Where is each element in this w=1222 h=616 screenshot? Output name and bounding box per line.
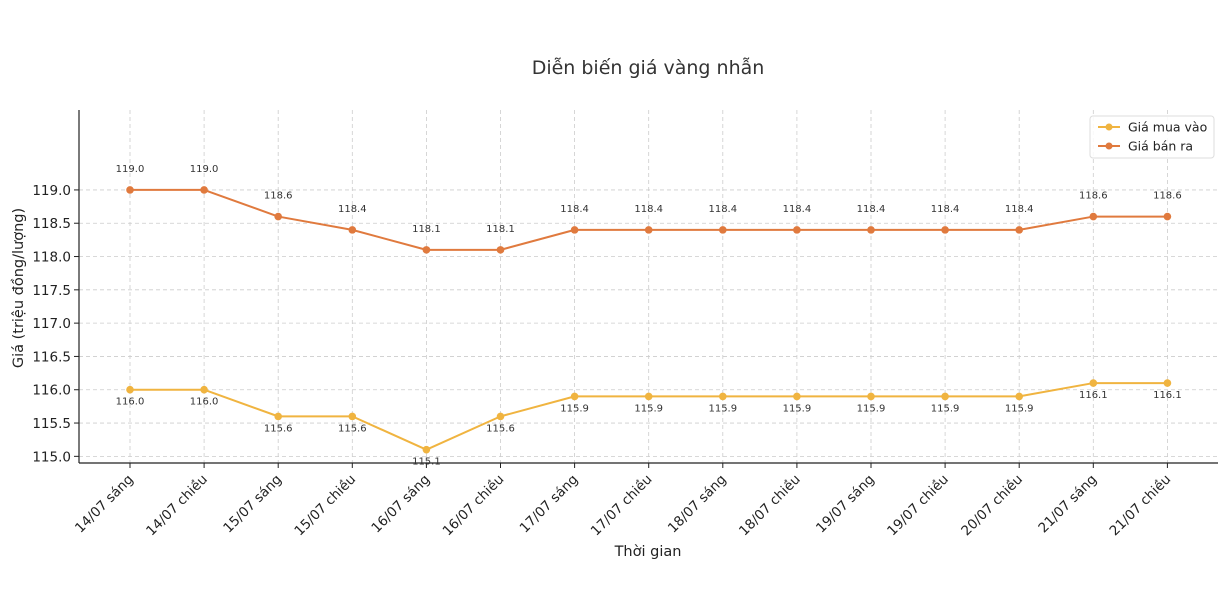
data-label: 115.6: [486, 423, 515, 434]
y-tick-label: 115.5: [32, 416, 71, 432]
data-point: [1089, 379, 1098, 387]
data-label: 118.4: [783, 204, 812, 215]
data-label: 115.9: [1005, 403, 1034, 414]
series-layer: [126, 186, 1172, 454]
data-point: [274, 212, 283, 221]
data-label: 119.0: [116, 164, 145, 175]
legend: Giá mua vào Giá bán ra: [1089, 115, 1215, 159]
data-label: 118.6: [1079, 191, 1108, 202]
data-label: 119.0: [190, 164, 219, 175]
legend-box: [1089, 115, 1215, 159]
data-label: 118.6: [1153, 191, 1182, 202]
y-tick-label: 116.0: [32, 383, 71, 399]
data-label: 118.1: [486, 224, 515, 235]
data-label: 118.4: [560, 204, 589, 215]
data-point: [496, 246, 505, 254]
data-label: 118.4: [708, 204, 737, 215]
data-point: [1163, 379, 1172, 387]
data-point: [570, 392, 579, 401]
data-point: [126, 385, 134, 394]
data-label: 115.6: [338, 423, 367, 434]
data-label: 115.9: [931, 403, 960, 414]
data-point: [422, 246, 431, 254]
data-label: 118.1: [412, 224, 441, 235]
y-tick-label: 116.5: [32, 349, 71, 365]
data-label: 118.4: [857, 204, 886, 215]
data-point: [570, 226, 579, 234]
data-label: 118.4: [634, 204, 663, 215]
data-label: 115.9: [783, 403, 812, 414]
data-point: [496, 412, 505, 421]
y-tick-label: 118.5: [32, 216, 71, 232]
y-tick-label: 117.5: [32, 283, 71, 299]
legend-marker: [1105, 142, 1113, 150]
data-label: 115.9: [560, 403, 589, 414]
y-tick-label: 118.0: [32, 250, 71, 266]
y-axis-label: Giá (triệu đồng/lượng): [10, 208, 27, 368]
data-point: [1015, 226, 1023, 234]
data-label: 115.9: [634, 403, 663, 414]
data-point: [941, 226, 949, 234]
data-point: [348, 226, 357, 234]
data-point: [941, 392, 949, 401]
data-label: 118.4: [931, 204, 960, 215]
data-label: 116.0: [190, 397, 219, 408]
data-labels: 116.0 116.0 115.6 115.6 115.1 115.6 115.9 115.9…: [116, 164, 1182, 468]
data-point: [644, 392, 653, 401]
data-label: 118.4: [338, 204, 367, 215]
data-label: 118.4: [1005, 204, 1034, 215]
data-label: 115.1: [412, 457, 441, 468]
grid: [79, 110, 1218, 463]
y-tick-label: 115.0: [32, 449, 71, 465]
legend-marker: [1105, 123, 1113, 131]
data-point: [1163, 212, 1172, 221]
legend-label: Giá bán ra: [1128, 139, 1193, 154]
data-label: 116.1: [1153, 390, 1182, 401]
data-point: [200, 385, 208, 394]
chart-title: Diễn biến giá vàng nhẫn: [532, 56, 765, 79]
y-tick-label: 119.0: [32, 183, 71, 199]
data-label: 115.6: [264, 423, 293, 434]
data-label: 115.9: [708, 403, 737, 414]
data-point: [719, 392, 727, 401]
data-point: [719, 226, 727, 234]
data-label: 115.9: [857, 403, 886, 414]
data-point: [1089, 212, 1098, 221]
data-point: [126, 186, 134, 194]
legend-label: Giá mua vào: [1128, 120, 1207, 135]
data-label: 116.1: [1079, 390, 1108, 401]
data-point: [793, 226, 801, 234]
data-point: [867, 392, 875, 401]
data-point: [793, 392, 801, 401]
data-point: [1015, 392, 1023, 401]
data-label: 118.6: [264, 191, 293, 202]
x-axis-label: Thời gian: [614, 544, 682, 560]
data-point: [422, 445, 431, 454]
data-point: [644, 226, 653, 234]
y-tick-label: 117.0: [32, 316, 71, 332]
data-label: 116.0: [116, 397, 145, 408]
data-point: [274, 412, 283, 421]
data-point: [200, 186, 208, 194]
data-point: [867, 226, 875, 234]
data-point: [348, 412, 357, 421]
